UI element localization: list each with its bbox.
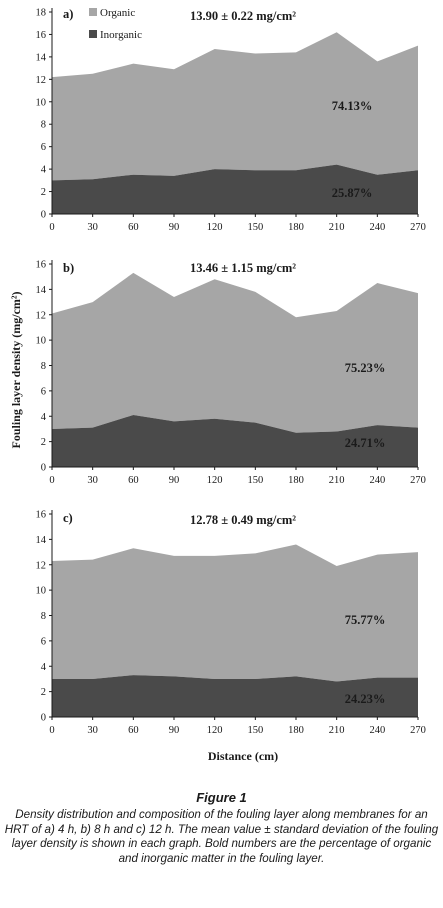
y-tick-label: 6 (41, 142, 46, 153)
panel-label: a) (63, 7, 73, 21)
panel-label: c) (63, 511, 73, 525)
x-axis-label: Distance (cm) (208, 749, 278, 763)
legend-label-inorganic: Inorganic (100, 29, 142, 41)
x-tick-label: 60 (128, 725, 139, 736)
organic-percentage-label: 74.13% (332, 99, 373, 113)
x-tick-label: 240 (369, 725, 385, 736)
organic-percentage-label: 75.77% (345, 613, 386, 627)
y-tick-label: 4 (41, 412, 47, 423)
y-tick-label: 10 (36, 336, 47, 347)
y-tick-label: 18 (36, 8, 47, 19)
inorganic-percentage-label: 24.71% (345, 436, 386, 450)
y-tick-label: 4 (41, 165, 47, 176)
x-tick-label: 90 (169, 475, 180, 486)
y-tick-label: 14 (36, 535, 47, 546)
x-tick-label: 150 (247, 222, 263, 233)
y-tick-label: 10 (36, 97, 47, 108)
x-tick-label: 0 (49, 475, 54, 486)
inorganic-area (52, 414, 418, 467)
y-tick-label: 2 (41, 437, 46, 448)
x-tick-label: 180 (288, 725, 304, 736)
x-tick-label: 150 (247, 475, 263, 486)
x-tick-label: 240 (369, 222, 385, 233)
y-tick-label: 6 (41, 636, 46, 647)
panel-label: b) (63, 261, 74, 275)
y-tick-label: 0 (41, 713, 46, 724)
y-tick-label: 14 (36, 52, 47, 63)
y-tick-label: 0 (41, 463, 46, 474)
x-tick-label: 120 (207, 475, 223, 486)
legend-label-organic: Organic (100, 7, 135, 19)
inorganic-area (52, 675, 418, 717)
y-tick-label: 12 (36, 75, 47, 86)
panel-b: 0 2 4 6 8 10 12 14 16 0 30 60 90 120 150 180 210 240 270 b)… (36, 260, 426, 487)
y-tick-label: 10 (36, 586, 47, 597)
organic-area (52, 544, 418, 682)
x-tick-label: 270 (410, 475, 426, 486)
x-tick-label: 210 (329, 222, 345, 233)
x-tick-label: 210 (329, 475, 345, 486)
legend-swatch-inorganic (89, 30, 97, 38)
panel-c: 0 2 4 6 8 10 12 14 16 0 30 60 90 120 150 180 210 240 270 c)… (36, 510, 426, 737)
mean-density-annotation: 12.78 ± 0.49 mg/cm² (190, 513, 296, 527)
legend-swatch-organic (89, 8, 97, 16)
x-tick-label: 120 (207, 222, 223, 233)
y-tick-label: 0 (41, 210, 46, 221)
figure-caption: Figure 1 Density distribution and compos… (0, 790, 443, 866)
inorganic-percentage-label: 25.87% (332, 186, 373, 200)
x-tick-label: 240 (369, 475, 385, 486)
y-tick-label: 16 (36, 260, 47, 271)
y-tick-label: 2 (41, 187, 46, 198)
y-tick-label: 12 (36, 310, 47, 321)
x-tick-label: 0 (49, 725, 54, 736)
y-tick-label: 16 (36, 510, 47, 521)
x-tick-label: 0 (49, 222, 54, 233)
x-tick-label: 180 (288, 475, 304, 486)
organic-percentage-label: 75.23% (345, 361, 386, 375)
x-tick-label: 150 (247, 725, 263, 736)
x-tick-label: 90 (169, 725, 180, 736)
y-tick-label: 8 (41, 361, 46, 372)
caption-text: Density distribution and composition of … (4, 808, 439, 865)
mean-density-annotation: 13.46 ± 1.15 mg/cm² (190, 261, 296, 275)
x-tick-label: 60 (128, 475, 139, 486)
caption-title: Figure 1 (196, 790, 247, 805)
organic-area (52, 32, 418, 181)
y-axis-label: Fouling layer density (mg/cm²) (9, 291, 23, 448)
x-tick-label: 270 (410, 222, 426, 233)
x-tick-label: 30 (87, 475, 98, 486)
y-tick-label: 12 (36, 560, 47, 571)
figure-panels: Fouling layer density (mg/cm²) Distance … (9, 7, 426, 763)
y-tick-label: 8 (41, 611, 46, 622)
x-tick-label: 210 (329, 725, 345, 736)
y-tick-label: 4 (41, 662, 47, 673)
y-tick-label: 6 (41, 386, 46, 397)
inorganic-percentage-label: 24.23% (345, 692, 386, 706)
organic-area (52, 272, 418, 433)
x-tick-label: 90 (169, 222, 180, 233)
y-tick-label: 8 (41, 120, 46, 131)
y-tick-label: 16 (36, 30, 47, 41)
y-tick-label: 2 (41, 687, 46, 698)
x-tick-label: 180 (288, 222, 304, 233)
x-tick-label: 30 (87, 725, 98, 736)
legend: Organic Inorganic (89, 7, 142, 41)
x-tick-label: 60 (128, 222, 139, 233)
mean-density-annotation: 13.90 ± 0.22 mg/cm² (190, 9, 296, 23)
x-tick-label: 120 (207, 725, 223, 736)
x-tick-label: 30 (87, 222, 98, 233)
x-tick-label: 270 (410, 725, 426, 736)
inorganic-area (52, 164, 418, 214)
y-tick-label: 14 (36, 285, 47, 296)
